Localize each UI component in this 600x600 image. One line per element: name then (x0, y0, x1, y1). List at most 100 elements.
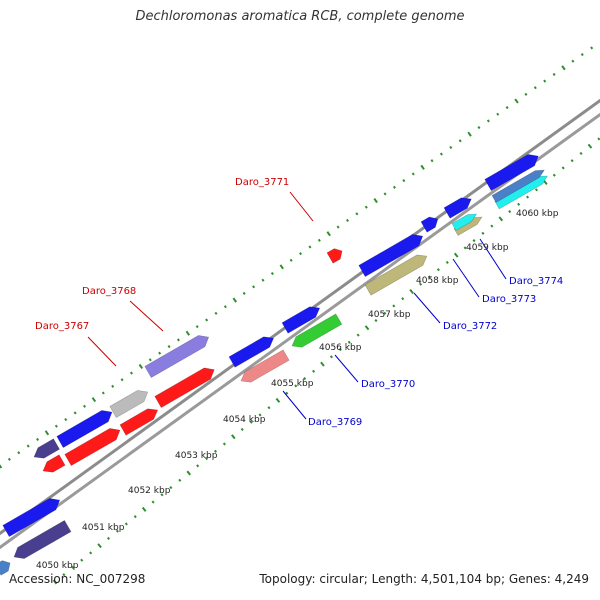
tick (579, 151, 583, 156)
gene-labels: Daro_3771 Daro_3768 Daro_3767 Daro_3769 Daro… (35, 177, 563, 428)
tick (222, 442, 226, 446)
tick (141, 506, 147, 512)
tick (213, 449, 218, 453)
tick (329, 355, 333, 359)
tick (275, 397, 281, 403)
tick (364, 325, 370, 331)
tick (270, 271, 274, 276)
tick (299, 252, 303, 256)
ruler-label: 4059 kbp (466, 243, 509, 253)
tick (543, 79, 547, 83)
tick (120, 378, 124, 382)
genome-summary-text: Topology: circular; Length: 4,501,104 bp… (259, 572, 589, 586)
ruler-label: 4054 kbp (223, 415, 266, 425)
tick (364, 205, 368, 209)
tick (195, 325, 199, 329)
tick (543, 180, 548, 185)
tick (80, 558, 84, 562)
tick (242, 291, 246, 296)
accession-text: Accession: NC_007298 (9, 572, 146, 586)
tick (196, 464, 200, 468)
gene-blue-4 (358, 234, 424, 278)
tick (289, 258, 293, 262)
tick (411, 172, 415, 176)
tick (402, 179, 406, 183)
gene-steelblue-1 (491, 169, 545, 203)
ruler-label: 4051 kbp (82, 523, 125, 533)
tick (285, 391, 289, 395)
tick (477, 125, 481, 130)
tick (524, 92, 528, 96)
gene-label-blue: Daro_3772 (443, 321, 497, 332)
tick-row-inner (52, 137, 600, 585)
tick (176, 338, 180, 342)
tick (101, 391, 105, 395)
tick (169, 486, 173, 490)
tick (249, 420, 253, 424)
leader-line (129, 300, 164, 332)
gene-label-blue: Daro_3774 (509, 276, 563, 287)
tick (258, 413, 262, 417)
gene-cyan-3773 (451, 213, 478, 231)
tick (71, 565, 75, 570)
tick (467, 131, 472, 137)
gene-blue-6 (443, 197, 472, 219)
gene-label-blue: Daro_3769 (308, 417, 362, 428)
backbone-line-inner (0, 112, 600, 550)
tick (214, 311, 218, 315)
tick (347, 340, 351, 344)
tick (439, 152, 443, 156)
tick (205, 318, 209, 322)
gene-khaki-3773 (453, 216, 483, 236)
tick (303, 377, 307, 381)
tick (320, 361, 325, 367)
tick (336, 225, 340, 229)
tick (89, 551, 93, 555)
tick (167, 344, 171, 349)
ruler-label: 4057 kbp (368, 310, 411, 320)
tick (590, 46, 594, 50)
tick (587, 143, 593, 149)
tick (486, 119, 490, 123)
tick (383, 311, 387, 315)
tick (561, 166, 565, 170)
tick (481, 231, 485, 235)
tick (124, 522, 128, 526)
ruler-label: 4053 kbp (175, 451, 218, 461)
tick (26, 444, 30, 448)
ruler-labels: 4050 kbp 4051 kbp 4052 kbp 4053 kbp 4054 kbp… (36, 209, 559, 571)
tick (409, 288, 414, 294)
tick (160, 493, 164, 497)
tick (133, 515, 137, 519)
tick (436, 268, 440, 272)
tick (0, 464, 3, 469)
tick (232, 297, 237, 303)
gene-features (0, 154, 548, 576)
gene-lavender-3768 (144, 335, 210, 379)
tick (383, 192, 387, 196)
tick (514, 98, 519, 104)
tick (36, 437, 40, 442)
tick (552, 72, 556, 76)
gene-red-3 (119, 408, 159, 436)
tick (571, 59, 575, 63)
leader-line (479, 238, 507, 280)
tick (445, 260, 449, 264)
tick (279, 264, 284, 270)
gene-red-2 (64, 428, 121, 467)
gene-gray-1 (109, 390, 149, 419)
gene-label-red: Daro_3771 (235, 177, 289, 188)
gene-blue-7 (484, 154, 539, 192)
gene-red-3767 (154, 367, 215, 409)
gene-label-blue: Daro_3773 (482, 294, 536, 305)
tick (44, 430, 50, 436)
gene-blue-3 (281, 306, 321, 334)
tick (312, 369, 316, 373)
tick (158, 351, 162, 355)
label-leader-lines (87, 191, 507, 420)
tick (401, 297, 405, 301)
tick (62, 573, 66, 577)
leader-line (413, 292, 441, 324)
tick (420, 164, 425, 170)
